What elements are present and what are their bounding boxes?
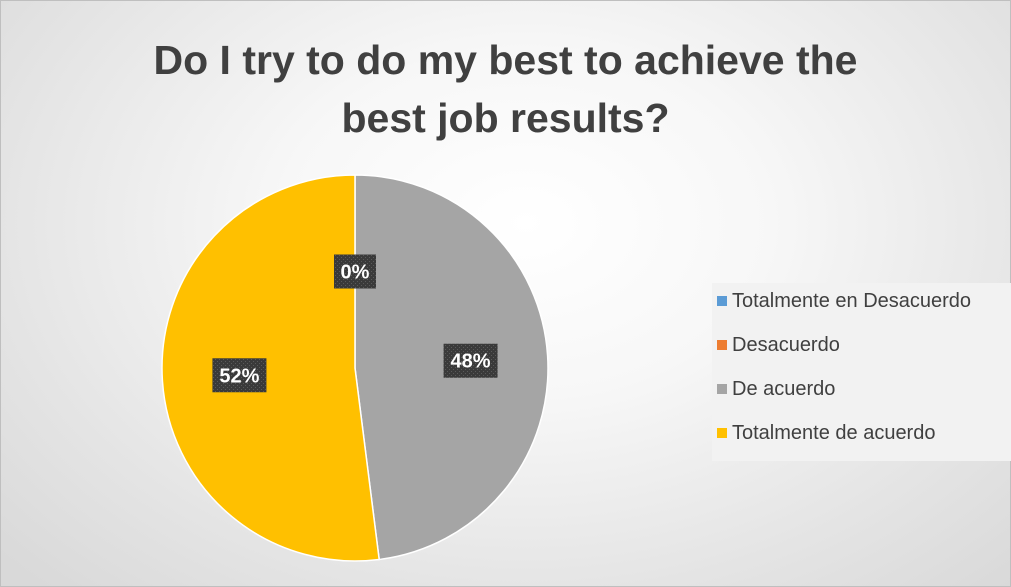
legend-label: Totalmente en Desacuerdo: [732, 289, 972, 312]
data-label-box: [212, 358, 267, 393]
legend-swatch: [717, 384, 727, 394]
data-label-totalmente-de-acuerdo: 52%: [219, 365, 259, 387]
legend-swatch: [717, 296, 727, 306]
data-label-totalmente-en-desacuerdo: 0%: [341, 262, 370, 284]
legend-label: Totalmente de acuerdo: [732, 421, 936, 444]
legend: Totalmente en Desacuerdo Desacuerdo De a…: [712, 283, 1011, 461]
legend-label: De acuerdo: [732, 377, 836, 400]
legend-swatch: [717, 340, 727, 350]
chart-title: Do I try to do my best to achieve the be…: [153, 37, 858, 141]
legend-item-desacuerdo: Desacuerdo: [717, 330, 840, 360]
data-label-box: [334, 254, 376, 289]
pie-slice-totalmente-de-acuerdo: [161, 174, 381, 562]
legend-item-de-acuerdo: De acuerdo: [717, 374, 835, 404]
legend-label: Desacuerdo: [732, 333, 840, 356]
legend-item-totalmente-de-acuerdo: Totalmente de acuerdo: [717, 418, 935, 448]
legend-item-totalmente-en-desacuerdo: Totalmente en Desacuerdo: [717, 286, 971, 316]
data-label-box: [443, 343, 498, 378]
legend-swatch: [717, 428, 727, 438]
data-label-de-acuerdo: 48%: [451, 351, 491, 373]
